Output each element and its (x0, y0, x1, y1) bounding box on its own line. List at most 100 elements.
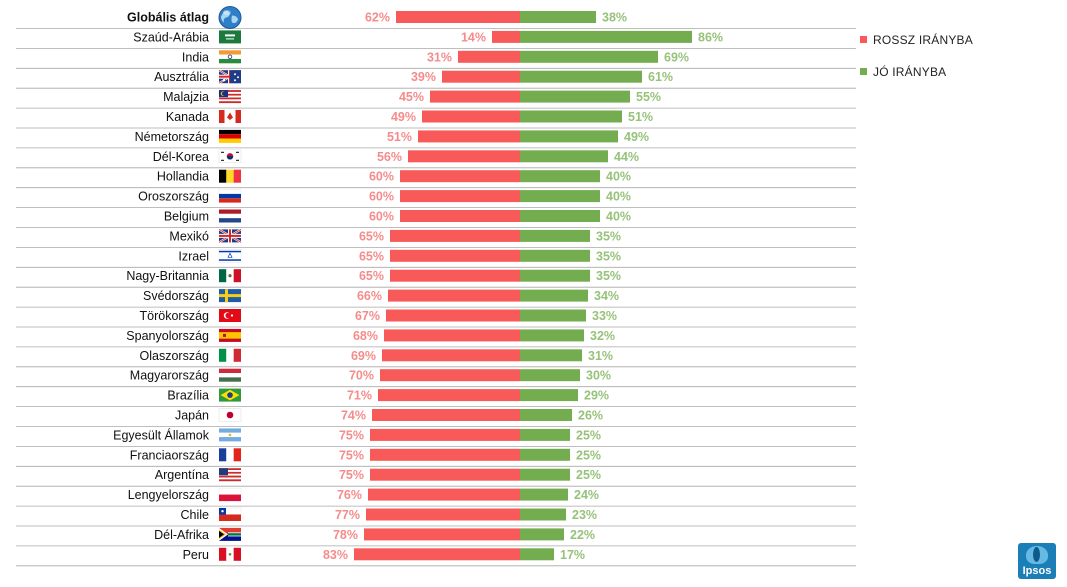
legend-label-jo: JÓ IRÁNYBA (873, 65, 947, 79)
bar-rossz-iranyba (364, 528, 520, 541)
flag-hungary-icon (219, 368, 241, 382)
bar-rossz-iranyba (400, 210, 520, 222)
flag-russia-icon (218, 189, 242, 203)
data-label-jo-iranyba: 35% (596, 269, 621, 283)
bar-jo-iranyba (520, 30, 692, 43)
bar-jo-iranyba (520, 210, 600, 222)
data-label-rossz-iranyba: 66% (357, 289, 382, 303)
bar-rossz-iranyba (370, 448, 520, 461)
data-label-rossz-iranyba: 60% (369, 170, 394, 184)
bar-jo-iranyba (520, 448, 570, 461)
data-label-rossz-iranyba: 49% (391, 110, 416, 124)
category-label: Nagy-Britannia (126, 269, 209, 283)
category-label: Globális átlag (127, 11, 209, 25)
data-label-jo-iranyba: 35% (596, 229, 621, 243)
bar-rossz-iranyba (390, 269, 520, 282)
bar-rossz-iranyba (380, 369, 520, 382)
chart-row: Belgium 60% 40% (16, 209, 856, 228)
category-label: Chile (181, 508, 210, 522)
bar-rossz-iranyba (458, 50, 520, 63)
flag-brazil-icon (219, 388, 241, 402)
data-label-rossz-iranyba: 60% (369, 190, 394, 204)
chart-row: Malajzia 45% 55% (16, 90, 856, 109)
category-label: Egyesült Államok (113, 427, 210, 442)
bar-jo-iranyba (520, 548, 554, 561)
flag-mexico-icon (219, 269, 241, 283)
bar-rossz-iranyba (408, 150, 520, 163)
flag-sweden-icon (219, 289, 241, 303)
data-label-rossz-iranyba: 68% (353, 329, 378, 343)
bar-jo-iranyba (520, 508, 566, 521)
data-label-jo-iranyba: 25% (576, 428, 601, 442)
flag-india-icon (219, 50, 241, 64)
chart-row: Szaúd-Arábia 14% 86% (16, 30, 856, 49)
flag-netherlands-icon (219, 209, 241, 223)
bar-rossz-iranyba (390, 249, 520, 262)
data-label-rossz-iranyba: 56% (377, 150, 402, 164)
flag-japan-icon (218, 408, 242, 422)
data-label-jo-iranyba: 44% (614, 150, 639, 164)
data-label-rossz-iranyba: 51% (387, 130, 412, 144)
bar-jo-iranyba (520, 229, 590, 242)
data-label-rossz-iranyba: 39% (411, 70, 436, 84)
ipsos-logo-text: Ipsos (1022, 565, 1052, 577)
bar-jo-iranyba (520, 468, 570, 481)
chart-row: Peru 83% 17% (16, 547, 856, 567)
flag-spain-icon (219, 328, 241, 342)
data-label-jo-iranyba: 61% (648, 70, 673, 84)
bar-rossz-iranyba (370, 428, 520, 441)
data-label-jo-iranyba: 25% (576, 448, 601, 462)
flag-poland-icon (218, 487, 242, 502)
bar-jo-iranyba (520, 428, 570, 441)
bar-rossz-iranyba (378, 389, 520, 402)
data-label-jo-iranyba: 30% (586, 369, 611, 383)
data-label-jo-iranyba: 40% (606, 170, 631, 184)
data-label-rossz-iranyba: 74% (341, 409, 366, 423)
data-label-rossz-iranyba: 77% (335, 508, 360, 522)
chart-row: Svédország 66% 34% (16, 289, 856, 308)
data-label-jo-iranyba: 32% (590, 329, 615, 343)
chart-row: Lengyelország 76% 24% (16, 487, 856, 507)
bar-rossz-iranyba (368, 488, 520, 501)
category-label: Hollandia (157, 170, 209, 184)
chart-row: Mexikó 65% 35% (16, 228, 856, 248)
flag-peru-icon (219, 547, 241, 561)
data-label-jo-iranyba: 35% (596, 249, 621, 263)
chart-row: Oroszország 60% 40% (16, 189, 856, 209)
data-label-rossz-iranyba: 65% (359, 269, 384, 283)
bar-rossz-iranyba (354, 548, 520, 561)
data-label-jo-iranyba: 26% (578, 409, 603, 423)
bar-rossz-iranyba (492, 30, 520, 43)
bar-jo-iranyba (520, 170, 600, 183)
data-label-rossz-iranyba: 75% (339, 468, 364, 482)
data-label-jo-iranyba: 24% (574, 488, 599, 502)
flag-germany-icon (219, 129, 241, 143)
category-label: Oroszország (138, 190, 209, 204)
chart-row: Törökország 67% 33% (16, 309, 856, 328)
data-label-rossz-iranyba: 75% (339, 448, 364, 462)
category-label: Törökország (140, 309, 210, 323)
chart-row: Chile 77% 23% (16, 507, 856, 527)
data-label-jo-iranyba: 25% (576, 468, 601, 482)
legend-swatch-rossz (860, 36, 867, 43)
category-label: Malajzia (163, 90, 209, 104)
category-label: Dél-Afrika (154, 528, 209, 542)
bar-jo-iranyba (520, 249, 590, 262)
data-label-jo-iranyba: 38% (602, 11, 627, 25)
bar-jo-iranyba (520, 190, 600, 203)
data-label-rossz-iranyba: 67% (355, 309, 380, 323)
bar-jo-iranyba (520, 528, 564, 541)
chart-row: Egyesült Államok 75% 25% (16, 427, 856, 447)
flag-uk-icon (218, 228, 242, 244)
globe-icon (218, 6, 242, 29)
category-label: Franciaország (130, 448, 209, 462)
category-label: Argentína (155, 468, 209, 482)
bar-jo-iranyba (520, 130, 618, 143)
flag-israel-icon (218, 249, 242, 263)
chart-row: Dél-Afrika 78% 22% (16, 527, 856, 547)
category-label: Japán (175, 409, 209, 423)
data-label-rossz-iranyba: 78% (333, 528, 358, 542)
legend-swatch-jo (860, 68, 867, 75)
bar-jo-iranyba (520, 389, 578, 402)
legend-item-jo: JÓ IRÁNYBA (860, 64, 980, 80)
